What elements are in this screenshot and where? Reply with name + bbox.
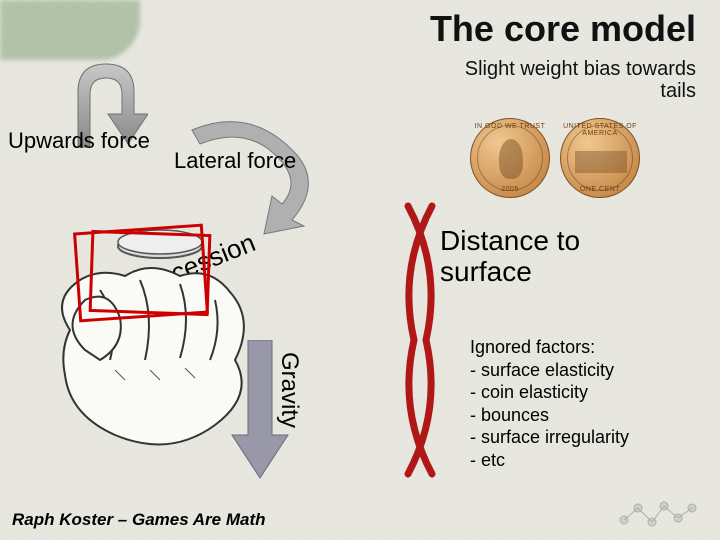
lincoln-profile-icon [499,139,523,179]
distance-label: Distance to surface [440,226,580,288]
list-item: bounces [470,404,629,427]
subtitle: Slight weight bias towards tails [465,58,696,102]
coin-front-top-text: IN GOD WE TRUST [471,123,549,130]
coin-front-bot-text: 2005 [471,186,549,193]
upwards-force-label: Upwards force [8,128,150,154]
highlight-box-2 [89,230,212,316]
corner-decoration [0,0,140,60]
lateral-force-label: Lateral force [174,148,296,174]
penny-back: UNITED STATES OF AMERICA ONE CENT [560,118,640,198]
list-item: etc [470,449,629,472]
coin-back-bot-text: ONE CENT [561,186,639,193]
penny-front: IN GOD WE TRUST 2005 [470,118,550,198]
ignored-factors: Ignored factors: surface elasticity coin… [470,336,629,471]
coin-back-top-text: UNITED STATES OF AMERICA [561,123,639,137]
footer-credit: Raph Koster – Games Are Math [12,510,266,530]
list-item: surface elasticity [470,359,629,382]
ignored-heading: Ignored factors: [470,336,629,359]
slide-title: The core model [430,8,696,50]
list-item: surface irregularity [470,426,629,449]
memorial-icon [575,151,627,173]
list-item: coin elasticity [470,381,629,404]
molecule-decoration-icon [614,492,704,532]
ignored-list: surface elasticity coin elasticity bounc… [470,359,629,472]
